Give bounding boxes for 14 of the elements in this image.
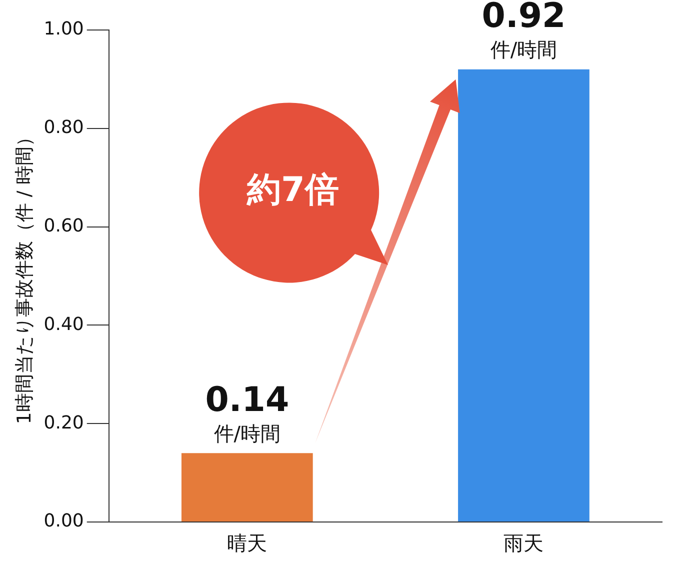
y-axis-title: 1時間当たり事故件数（件 / 時間）	[13, 128, 36, 424]
y-tick-label: 0.00	[44, 510, 84, 532]
x-tick-label: 晴天	[227, 531, 268, 556]
y-tick-label: 0.40	[44, 314, 84, 335]
annotation: 約7倍	[247, 169, 339, 212]
x-tick-label: 雨天	[504, 531, 544, 556]
data-label: 0.92	[482, 0, 566, 36]
annotation: 件/時間	[214, 421, 281, 446]
data-label: 0.14	[205, 380, 290, 420]
y-tick-label: 0.60	[44, 215, 84, 236]
y-tick-label: 1.00	[44, 18, 84, 40]
y-tick-label: 0.20	[44, 412, 84, 434]
annotation: 件/時間	[490, 38, 558, 62]
y-tick-label: 0.80	[44, 117, 84, 138]
